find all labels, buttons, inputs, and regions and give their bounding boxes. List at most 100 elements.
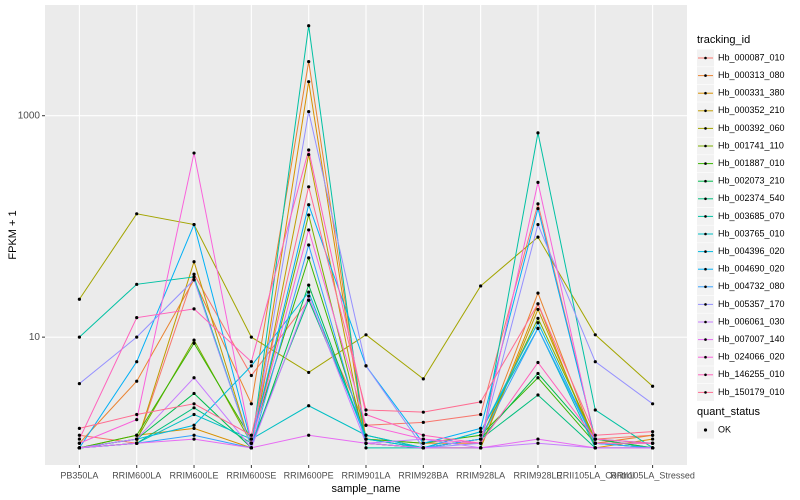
data-point [593, 360, 597, 364]
data-point [307, 109, 311, 114]
data-point [364, 433, 368, 437]
data-point [77, 437, 81, 441]
data-point [364, 412, 368, 417]
data-point [307, 203, 311, 207]
data-point [593, 408, 597, 412]
data-point [593, 433, 597, 437]
data-point [307, 80, 311, 84]
data-point [364, 441, 368, 445]
data-point [192, 260, 196, 264]
data-point [192, 426, 196, 430]
data-point [536, 371, 540, 376]
data-point [536, 437, 540, 441]
data-point [421, 410, 425, 414]
data-point [77, 446, 81, 450]
data-point [536, 376, 540, 380]
data-point [249, 446, 253, 450]
data-point [307, 185, 311, 189]
data-point [192, 423, 196, 427]
data-point [536, 360, 540, 365]
data-point [593, 446, 597, 450]
data-point [135, 335, 139, 339]
legend-key-point [704, 56, 707, 60]
data-point [192, 412, 196, 417]
data-point [479, 433, 483, 437]
x-tick-label: RRIM928LA [456, 470, 505, 480]
y-tick-label: 10 [29, 332, 41, 343]
legend-label: Hb_004732_080 [718, 281, 785, 291]
data-point [249, 360, 253, 364]
data-point [479, 430, 483, 434]
data-point [192, 391, 196, 396]
data-point [421, 420, 425, 424]
y-axis-title: FPKM + 1 [7, 210, 19, 259]
legend-label: Hb_003765_010 [718, 228, 785, 238]
legend-key-point [704, 250, 707, 253]
data-point [364, 364, 368, 368]
data-point [593, 333, 597, 337]
data-point [651, 441, 655, 445]
legend-title-2: quant_status [697, 406, 760, 418]
legend-label: Hb_004396_020 [718, 246, 785, 256]
data-point [651, 402, 655, 406]
x-tick-label: PB350LA [60, 470, 98, 480]
legend-label: OK [718, 424, 731, 434]
x-tick-label: RRIM600SE [226, 470, 276, 480]
data-point [135, 360, 139, 364]
data-point [307, 294, 311, 298]
data-point [479, 400, 483, 404]
data-point [77, 297, 81, 301]
data-point [249, 335, 253, 339]
data-point [536, 206, 540, 211]
data-point [593, 437, 597, 441]
data-point [192, 341, 196, 345]
data-point [536, 302, 540, 306]
data-point [192, 151, 196, 155]
data-point [364, 333, 368, 337]
legend-label: Hb_002374_540 [718, 193, 785, 203]
legend-key-point [703, 428, 708, 432]
data-point [651, 433, 655, 437]
data-point [307, 433, 311, 437]
legend-label: Hb_150179_010 [718, 387, 785, 397]
legend-label: Hb_001741_110 [718, 140, 784, 150]
legend-label: Hb_001887_010 [718, 158, 785, 168]
legend-key-point [704, 215, 707, 218]
data-point [135, 412, 139, 417]
data-point [479, 437, 483, 441]
data-point [536, 202, 540, 206]
data-point [135, 316, 139, 320]
data-point [364, 423, 368, 427]
data-point [249, 364, 253, 368]
data-point [192, 307, 196, 311]
legend-label: Hb_007007_140 [718, 334, 785, 344]
data-point [192, 437, 196, 441]
y-tick-label: 1000 [18, 110, 41, 121]
data-point [307, 213, 311, 217]
data-point [135, 417, 139, 422]
legend-label: Hb_000331_380 [718, 88, 785, 98]
data-point [536, 131, 540, 135]
data-point [536, 316, 540, 320]
data-point [249, 402, 253, 406]
data-point [364, 437, 368, 441]
data-point [249, 373, 253, 378]
data-point [77, 426, 81, 430]
data-point [192, 376, 196, 380]
data-point [421, 433, 425, 437]
data-point [651, 430, 655, 434]
data-point [249, 441, 253, 445]
data-point [135, 437, 139, 441]
data-point [536, 307, 540, 312]
legend-key-point [704, 267, 707, 271]
data-point [135, 433, 139, 437]
data-point [536, 321, 540, 325]
data-point [135, 212, 139, 216]
legend-label: Hb_005357_170 [718, 299, 785, 309]
data-point [307, 153, 311, 157]
legend-key-point [704, 320, 707, 324]
data-point [536, 441, 540, 445]
data-point [307, 228, 311, 232]
data-point [77, 441, 81, 445]
